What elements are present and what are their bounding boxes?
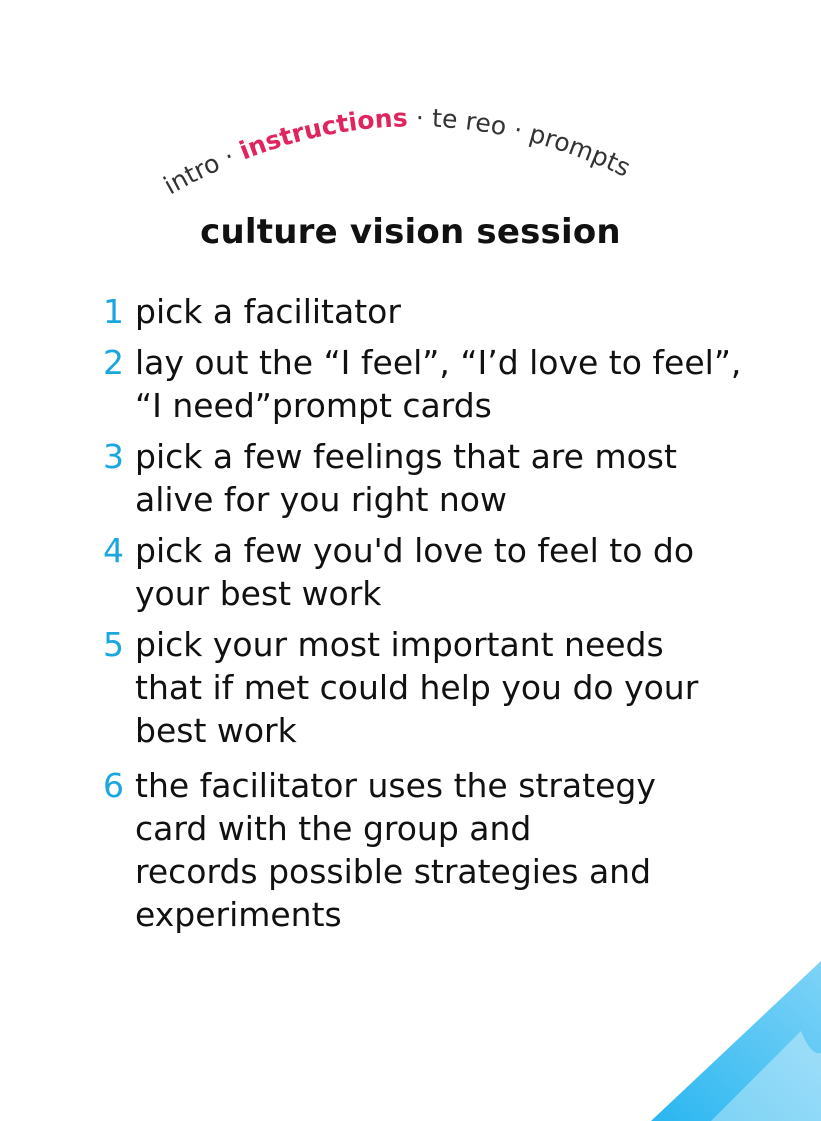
step-text: pick a facilitator — [135, 292, 401, 331]
nav-separator: · — [511, 115, 533, 147]
instruction-steps: 1 pick a facilitator 2 lay out the “I fe… — [96, 290, 776, 944]
nav-item-intro[interactable]: intro — [159, 148, 224, 200]
step-4: 4 pick a few you'd love to feel to do yo… — [96, 529, 776, 615]
step-number: 2 — [103, 343, 124, 382]
step-number: 1 — [103, 292, 124, 331]
step-3: 3 pick a few feelings that are most aliv… — [96, 435, 776, 521]
step-number: 6 — [103, 766, 124, 805]
step-5: 5 pick your most important needs that if… — [96, 623, 776, 752]
page-curl-corner — [651, 961, 821, 1121]
step-1: 1 pick a facilitator — [96, 290, 776, 333]
nav-separator: · — [416, 103, 433, 132]
step-number: 3 — [103, 437, 124, 476]
page-title: culture vision session — [200, 212, 621, 252]
step-text: pick your most important needs that if m… — [135, 625, 699, 750]
nav-item-te-reo[interactable]: te reo — [431, 104, 509, 142]
step-2: 2 lay out the “I feel”, “I’d love to fee… — [96, 341, 776, 427]
step-text: pick a few you'd love to feel to do your… — [135, 531, 695, 613]
section-nav-text: intro · instructions · te reo · prompts — [159, 103, 635, 200]
step-number: 5 — [103, 625, 124, 664]
step-6: 6 the facilitator uses the strategy card… — [96, 764, 776, 936]
step-text: the facilitator uses the strategy card w… — [135, 766, 656, 934]
nav-item-prompts[interactable]: prompts — [526, 119, 635, 183]
step-text: lay out the “I feel”, “I’d love to feel”… — [135, 343, 742, 425]
section-nav: intro · instructions · te reo · prompts — [159, 103, 635, 200]
step-number: 4 — [103, 531, 124, 570]
step-text: pick a few feelings that are most alive … — [135, 437, 677, 519]
nav-item-instructions[interactable]: instructions — [235, 103, 408, 165]
